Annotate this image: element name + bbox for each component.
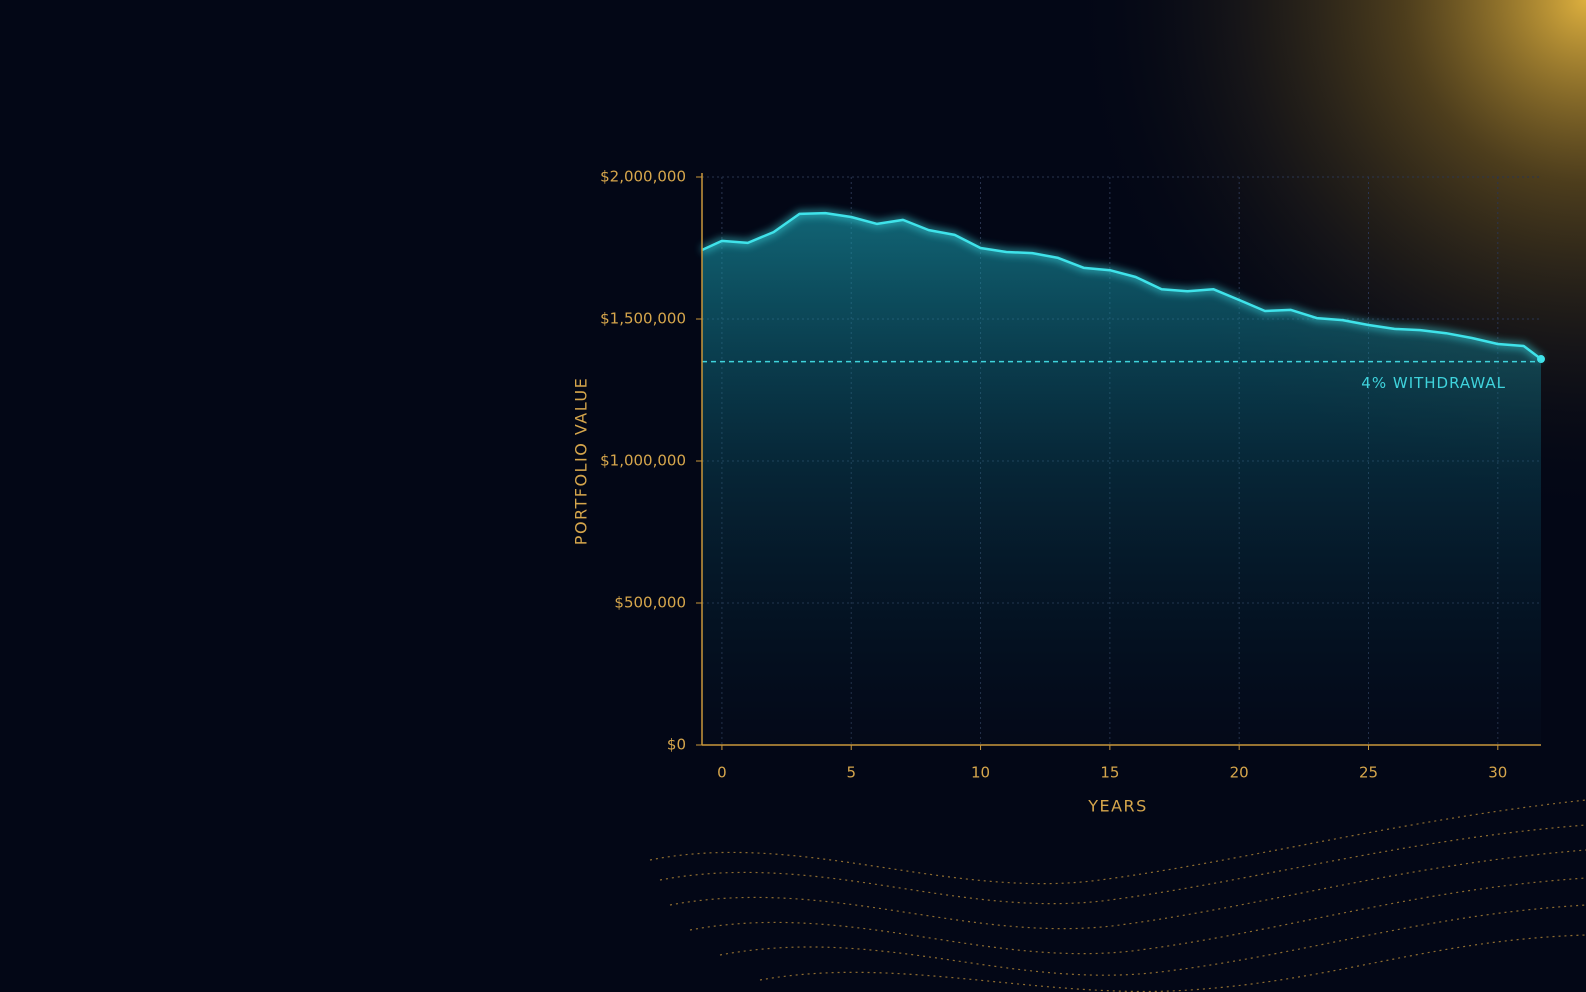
x-tick-label: 10	[971, 764, 990, 782]
y-tick-label: $0	[667, 736, 686, 754]
area	[702, 213, 1541, 746]
y-tick-label: $500,000	[614, 594, 686, 612]
x-tick-label: 20	[1230, 764, 1249, 782]
x-tick-label: 25	[1359, 764, 1378, 782]
x-tick-label: 30	[1488, 764, 1507, 782]
y-tick-label: $1,000,000	[600, 452, 686, 470]
wave-mesh	[649, 799, 1586, 992]
x-tick-label: 0	[717, 764, 727, 782]
y-tick-label: $1,500,000	[600, 310, 686, 328]
line	[701, 211, 1542, 360]
reference-label: 4% WITHDRAWAL	[1361, 374, 1506, 392]
x-tick-label: 5	[846, 764, 856, 782]
y-tick-label: $2,000,000	[600, 168, 686, 186]
x-axis-title: YEARS	[1087, 797, 1148, 816]
x-tick-label: 15	[1100, 764, 1119, 782]
plot-area: $0 $500,000 $1,000,000 $1,500,000 $2,000,000…	[600, 168, 1545, 782]
y-axis-title: PORTFOLIO VALUE	[572, 377, 591, 545]
